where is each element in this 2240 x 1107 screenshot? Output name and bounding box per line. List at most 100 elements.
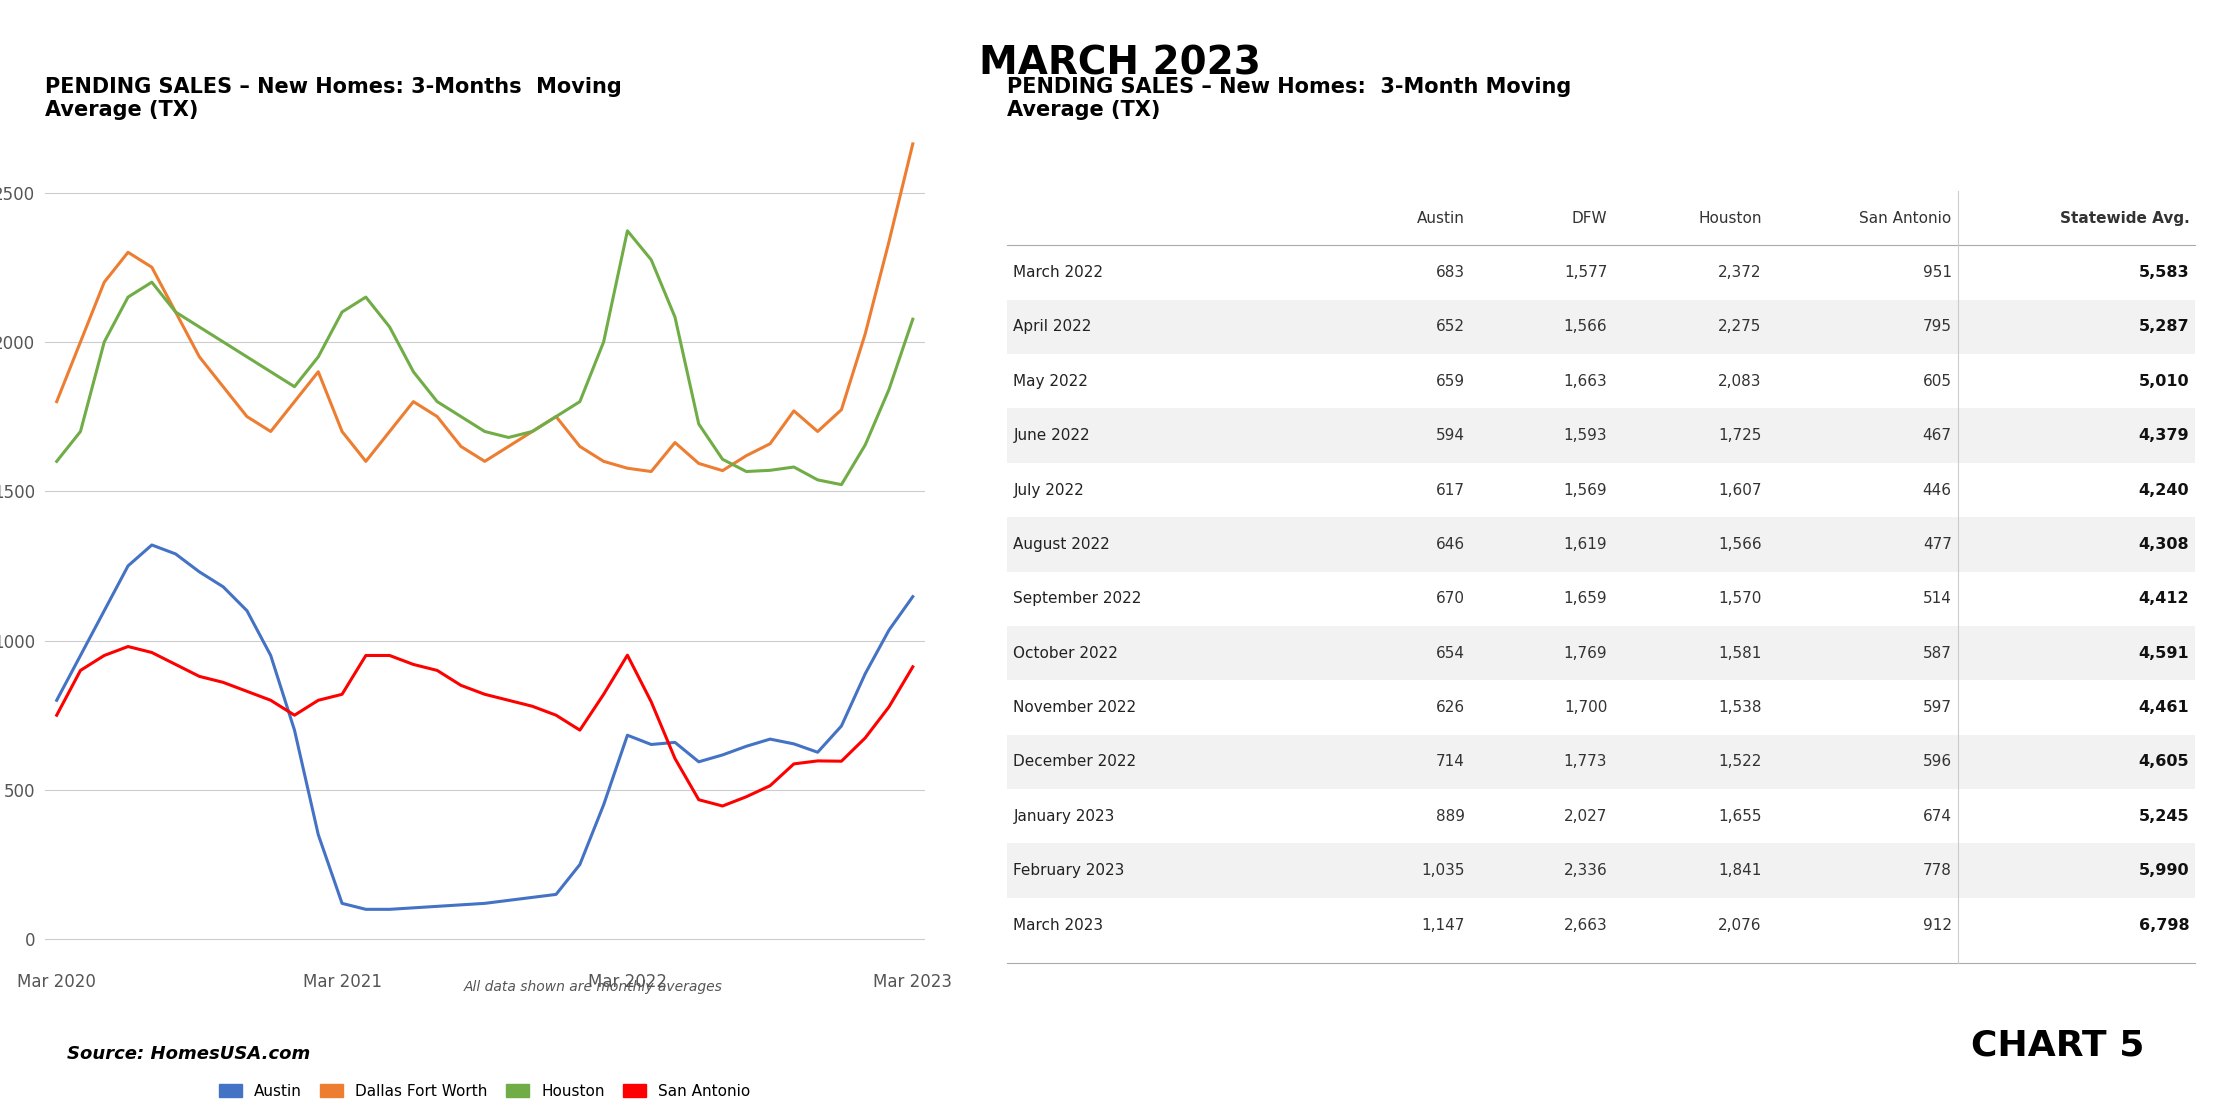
Text: 5,010: 5,010 [2139,374,2188,389]
Text: July 2022: July 2022 [1012,483,1084,497]
FancyBboxPatch shape [1472,844,1613,898]
Text: 4,412: 4,412 [2139,591,2188,607]
FancyBboxPatch shape [1767,408,1958,463]
Text: 1,538: 1,538 [1718,700,1761,715]
FancyBboxPatch shape [1767,517,1958,571]
Text: 1,607: 1,607 [1718,483,1761,497]
Text: 446: 446 [1922,483,1951,497]
Text: April 2022: April 2022 [1012,320,1091,334]
Legend: Austin, Dallas Fort Worth, Houston, San Antonio: Austin, Dallas Fort Worth, Houston, San … [213,1077,757,1105]
Text: PENDING SALES – New Homes: 3-Months  Moving
Average (TX): PENDING SALES – New Homes: 3-Months Movi… [45,77,620,121]
FancyBboxPatch shape [1767,844,1958,898]
Text: MARCH 2023: MARCH 2023 [979,44,1261,82]
FancyBboxPatch shape [1958,844,2195,898]
Text: 477: 477 [1922,537,1951,552]
Text: 5,245: 5,245 [2139,809,2188,824]
Text: 1,147: 1,147 [1422,918,1465,932]
Text: 1,593: 1,593 [1564,428,1608,443]
Text: 1,566: 1,566 [1718,537,1761,552]
Text: October 2022: October 2022 [1012,645,1118,661]
Text: 1,569: 1,569 [1564,483,1608,497]
Text: 1,663: 1,663 [1564,374,1608,389]
Text: 1,700: 1,700 [1564,700,1608,715]
Text: 1,581: 1,581 [1718,645,1761,661]
Text: 1,577: 1,577 [1564,265,1608,280]
Text: 1,570: 1,570 [1718,591,1761,607]
Text: 1,659: 1,659 [1564,591,1608,607]
Text: 617: 617 [1436,483,1465,497]
Text: 594: 594 [1436,428,1465,443]
FancyBboxPatch shape [1613,735,1767,789]
Text: 951: 951 [1922,265,1951,280]
Text: 4,240: 4,240 [2139,483,2188,497]
Text: All data shown are monthly averages: All data shown are monthly averages [464,980,724,994]
FancyBboxPatch shape [1958,517,2195,571]
Text: 2,663: 2,663 [1564,918,1608,932]
FancyBboxPatch shape [1008,844,1317,898]
Text: March 2022: March 2022 [1012,265,1104,280]
FancyBboxPatch shape [1767,300,1958,354]
Text: PENDING SALES – New Homes:  3-Month Moving
Average (TX): PENDING SALES – New Homes: 3-Month Movin… [1008,77,1572,121]
Text: November 2022: November 2022 [1012,700,1136,715]
FancyBboxPatch shape [1472,625,1613,681]
FancyBboxPatch shape [1317,625,1472,681]
Text: 1,619: 1,619 [1564,537,1608,552]
Text: 5,990: 5,990 [2139,863,2188,878]
Text: 1,566: 1,566 [1564,320,1608,334]
Text: 5,583: 5,583 [2139,265,2188,280]
Text: 4,379: 4,379 [2139,428,2188,443]
Text: 1,522: 1,522 [1718,754,1761,769]
Text: 674: 674 [1922,809,1951,824]
FancyBboxPatch shape [1472,517,1613,571]
Text: 646: 646 [1436,537,1465,552]
Text: San Antonio: San Antonio [1859,210,1951,226]
Text: 1,769: 1,769 [1564,645,1608,661]
Text: 587: 587 [1922,645,1951,661]
Text: 659: 659 [1436,374,1465,389]
Text: Houston: Houston [1698,210,1761,226]
FancyBboxPatch shape [1317,735,1472,789]
Text: CHART 5: CHART 5 [1971,1028,2144,1063]
Text: 652: 652 [1436,320,1465,334]
Text: Statewide Avg.: Statewide Avg. [2059,210,2188,226]
Text: DFW: DFW [1572,210,1608,226]
Text: 626: 626 [1436,700,1465,715]
Text: January 2023: January 2023 [1012,809,1116,824]
Text: 5,287: 5,287 [2139,320,2188,334]
FancyBboxPatch shape [1613,844,1767,898]
FancyBboxPatch shape [1958,408,2195,463]
FancyBboxPatch shape [1008,625,1317,681]
Text: 1,035: 1,035 [1420,863,1465,878]
FancyBboxPatch shape [1958,300,2195,354]
Text: 912: 912 [1922,918,1951,932]
Text: 1,725: 1,725 [1718,428,1761,443]
FancyBboxPatch shape [1008,517,1317,571]
FancyBboxPatch shape [1472,300,1613,354]
FancyBboxPatch shape [1613,625,1767,681]
Text: 1,773: 1,773 [1564,754,1608,769]
Text: May 2022: May 2022 [1012,374,1089,389]
Text: February 2023: February 2023 [1012,863,1124,878]
FancyBboxPatch shape [1008,408,1317,463]
Text: 596: 596 [1922,754,1951,769]
Text: 714: 714 [1436,754,1465,769]
Text: March 2023: March 2023 [1012,918,1104,932]
FancyBboxPatch shape [1472,735,1613,789]
FancyBboxPatch shape [1317,517,1472,571]
Text: 795: 795 [1922,320,1951,334]
Text: 2,083: 2,083 [1718,374,1761,389]
FancyBboxPatch shape [1008,735,1317,789]
Text: 1,841: 1,841 [1718,863,1761,878]
FancyBboxPatch shape [1958,625,2195,681]
Text: 2,076: 2,076 [1718,918,1761,932]
FancyBboxPatch shape [1008,300,1317,354]
FancyBboxPatch shape [1472,408,1613,463]
Text: Austin: Austin [1418,210,1465,226]
Text: 670: 670 [1436,591,1465,607]
Text: 6,798: 6,798 [2139,918,2188,932]
Text: 467: 467 [1922,428,1951,443]
Text: 4,591: 4,591 [2139,645,2188,661]
Text: December 2022: December 2022 [1012,754,1136,769]
FancyBboxPatch shape [1317,300,1472,354]
Text: 2,336: 2,336 [1564,863,1608,878]
